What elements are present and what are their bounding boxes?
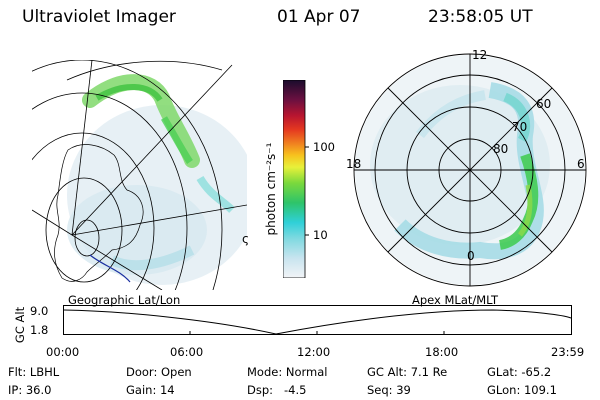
observation-time: 23:58:05 UT <box>428 7 533 27</box>
status-flt: Flt: LBHL <box>8 365 60 379</box>
colorbar-unit-label: photon cm⁻²s⁻¹ <box>264 142 278 236</box>
mlt-label-18: 18 <box>346 157 362 171</box>
instrument-title: Ultraviolet Imager <box>22 7 176 27</box>
geographic-map <box>32 60 247 290</box>
status-gc-alt: GC Alt: 7.1 Re <box>367 365 448 379</box>
status-ip: IP: 36.0 <box>8 383 52 397</box>
mlt-label-0: 0 <box>467 249 475 263</box>
mlt-label-12: 12 <box>472 48 488 62</box>
mlt-label-6: 6 <box>577 157 585 171</box>
altitude-plot <box>63 305 572 335</box>
time-tick-1800: 18:00 <box>425 345 459 359</box>
altitude-tick-low: 1.8 <box>30 323 49 337</box>
altitude-tick-high: 9.0 <box>30 304 49 318</box>
time-tick-1200: 12:00 <box>297 345 331 359</box>
map-corner-char: ς <box>242 232 250 246</box>
altitude-left-title: Geographic Lat/Lon <box>68 293 181 307</box>
time-tick-0000: 00:00 <box>46 345 80 359</box>
altitude-axis-label: GC Alt <box>13 306 27 344</box>
intensity-colorbar <box>283 80 309 278</box>
lat-label-70: 70 <box>512 120 528 134</box>
status-door: Door: Open <box>126 365 192 379</box>
status-seq: Seq: 39 <box>367 383 411 397</box>
time-tick-2359: 23:59 <box>551 345 585 359</box>
status-glon: GLon: 109.1 <box>487 383 557 397</box>
altitude-right-title: Apex MLat/MLT <box>412 293 499 307</box>
lat-label-60: 60 <box>536 97 552 111</box>
status-glat: GLat: -65.2 <box>487 365 552 379</box>
colorbar-tick-100: 100 <box>313 140 335 154</box>
observation-date: 01 Apr 07 <box>277 7 361 27</box>
status-gain: Gain: 14 <box>126 383 175 397</box>
lat-label-80: 80 <box>493 142 509 156</box>
polar-plot <box>353 53 587 287</box>
status-dsp: Dsp: -4.5 <box>247 383 307 397</box>
time-tick-0600: 06:00 <box>170 345 204 359</box>
status-mode: Mode: Normal <box>247 365 328 379</box>
colorbar-tick-10: 10 <box>313 228 328 242</box>
